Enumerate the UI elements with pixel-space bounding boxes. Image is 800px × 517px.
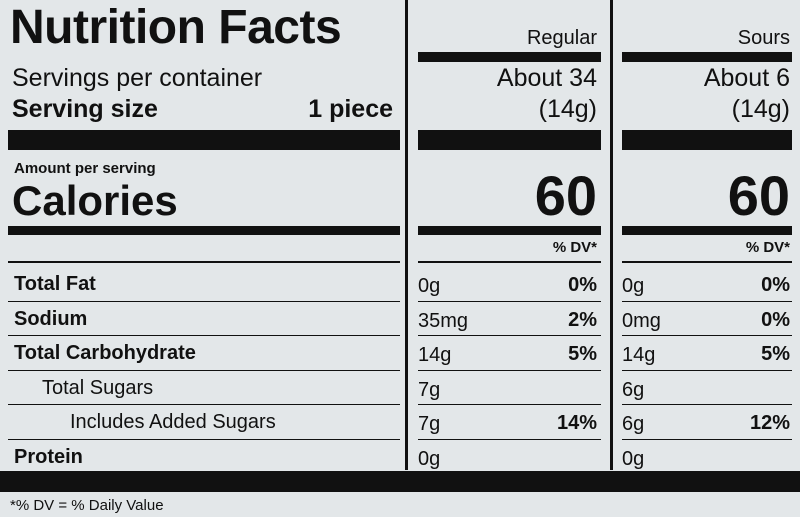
amount: 0g: [418, 275, 441, 297]
rule: [622, 438, 792, 440]
rule: [418, 438, 601, 440]
thick-rule: [0, 471, 800, 492]
rule: [418, 226, 601, 235]
rule: [622, 335, 792, 336]
amount: 0mg: [622, 309, 661, 332]
title: Nutrition Facts: [10, 1, 342, 54]
daily-value: 0%: [761, 274, 790, 296]
serving-size-amount: 1 piece: [308, 95, 393, 123]
rule: [8, 438, 400, 440]
rule: [418, 261, 601, 263]
thick-rule: [418, 130, 601, 150]
daily-value: 14%: [556, 412, 597, 434]
rule: [8, 404, 400, 405]
rule: [622, 226, 792, 235]
amount: 6g: [622, 378, 645, 401]
daily-value: 0%: [761, 308, 790, 331]
rule: [8, 261, 400, 263]
rule: [418, 300, 601, 302]
serving-size-value: (14g): [731, 95, 790, 123]
row-label: Total Fat: [14, 273, 96, 295]
rule: [622, 261, 792, 263]
serving-size-label: Serving size: [12, 95, 158, 123]
amount: 6g: [622, 413, 645, 435]
rule: [8, 335, 400, 336]
column-header: Regular: [526, 27, 597, 49]
amount: 35mg: [418, 309, 469, 332]
rule: [418, 335, 601, 336]
daily-value: 0%: [568, 274, 597, 296]
daily-value: 2%: [568, 308, 597, 331]
row-label: Total Sugars: [42, 376, 154, 399]
rule: [8, 226, 400, 235]
rule: [418, 52, 601, 62]
dv-header: % DV*: [552, 239, 597, 256]
rule: [418, 369, 601, 371]
amount: 0g: [622, 447, 645, 470]
amount: 7g: [418, 413, 441, 435]
rule: [622, 52, 792, 62]
calories-value: 60: [534, 164, 597, 227]
calories-label: Calories: [12, 177, 178, 224]
rule: [622, 404, 792, 405]
amount: 0g: [622, 275, 645, 297]
row-label: Includes Added Sugars: [70, 411, 276, 433]
row-label: Total Carbohydrate: [14, 342, 196, 364]
amount-caption: Amount per serving: [14, 160, 156, 177]
divider: [610, 0, 613, 470]
servings-label: Servings per container: [12, 64, 263, 92]
amount: 0g: [418, 447, 441, 470]
servings-value: About 6: [703, 64, 790, 92]
amount: 14g: [622, 344, 656, 366]
calories-value: 60: [727, 164, 790, 227]
servings-value: About 34: [496, 64, 597, 92]
row-label: Sodium: [14, 307, 88, 330]
amount: 7g: [418, 378, 441, 401]
rule: [418, 404, 601, 405]
thick-rule: [622, 130, 792, 150]
row-label: Protein: [14, 445, 83, 468]
rule: [8, 369, 400, 371]
amount: 14g: [418, 344, 452, 366]
footnote: *% DV = % Daily Value: [10, 497, 164, 514]
daily-value: 5%: [761, 343, 790, 365]
column-header: Sours: [737, 27, 790, 49]
serving-size-value: (14g): [538, 95, 597, 123]
daily-value: 5%: [568, 343, 597, 365]
divider: [405, 0, 408, 470]
thick-rule: [8, 130, 400, 150]
dv-header: % DV*: [745, 239, 790, 256]
rule: [622, 369, 792, 371]
daily-value: 12%: [749, 412, 790, 434]
rule: [622, 300, 792, 302]
rule: [8, 300, 400, 302]
